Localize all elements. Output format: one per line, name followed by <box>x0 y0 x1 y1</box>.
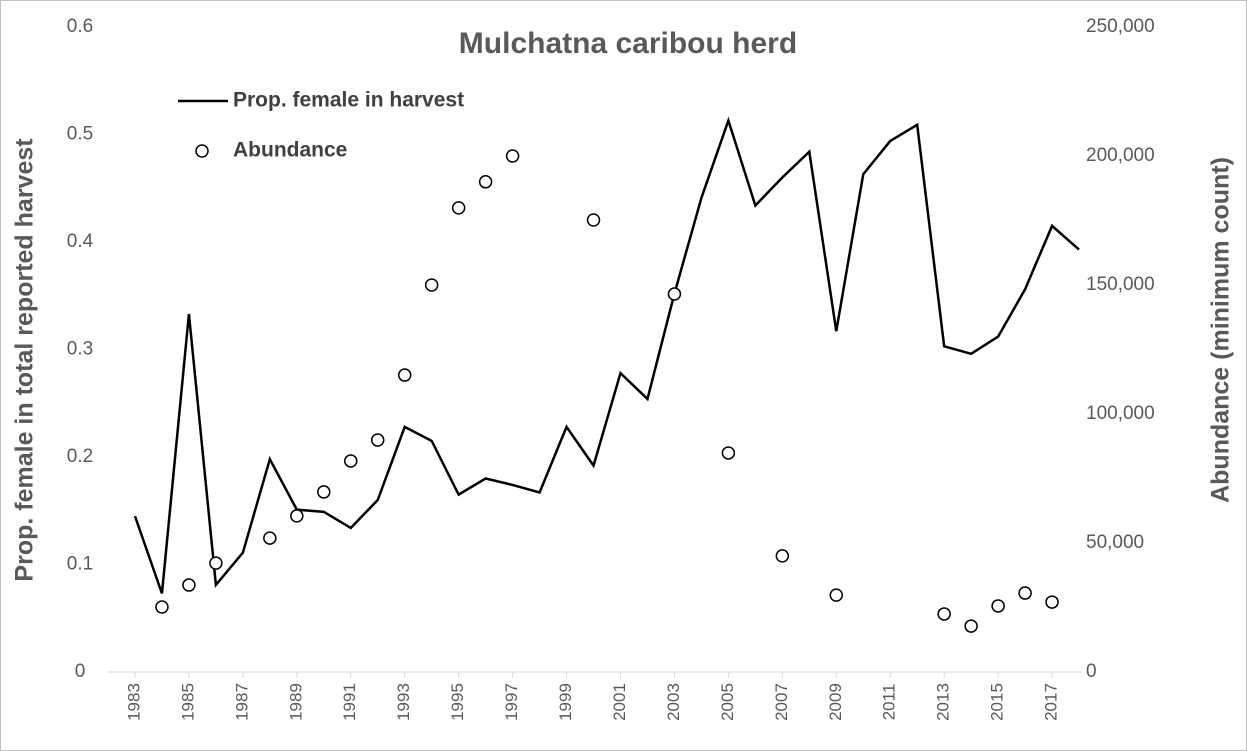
y2-tick-label: 200,000 <box>1086 145 1155 166</box>
x-tick-label: 1997 <box>502 683 521 721</box>
x-tick-label: 1983 <box>124 683 143 721</box>
data-point <box>667 287 682 301</box>
y2-axis-label: Abundance (minimum count) <box>1207 157 1235 503</box>
x-tick-label: 2005 <box>718 683 737 721</box>
x-tick-label: 2001 <box>610 683 629 721</box>
data-point <box>1018 586 1032 600</box>
data-point <box>1045 595 1059 609</box>
data-point <box>397 368 412 382</box>
legend-label: Prop. female in harvest <box>233 89 464 112</box>
legend-label: Abundance <box>233 139 347 162</box>
data-point <box>991 599 1005 613</box>
data-point <box>964 619 978 633</box>
data-point <box>505 149 520 163</box>
data-point <box>937 607 951 621</box>
x-tick-label: 2009 <box>826 683 845 721</box>
x-tick-label: 1991 <box>340 683 359 721</box>
data-point <box>451 201 466 215</box>
data-point <box>586 213 601 227</box>
y-tick-label: 0.1 <box>67 554 93 575</box>
data-point <box>263 531 277 545</box>
data-point <box>182 578 196 592</box>
y2-tick-label: 150,000 <box>1086 274 1155 295</box>
y-tick-label: 0 <box>75 661 86 682</box>
y2-tick-label: 100,000 <box>1086 403 1155 424</box>
y2-tick-label: 50,000 <box>1086 532 1144 553</box>
y2-tick-label: 0 <box>1086 661 1097 682</box>
data-point <box>370 433 385 447</box>
y2-tick-label: 250,000 <box>1086 16 1155 37</box>
y-tick-label: 0.5 <box>67 124 93 145</box>
y-tick-label: 0.4 <box>67 231 94 252</box>
legend-marker <box>195 144 209 158</box>
y-tick-label: 0.6 <box>67 16 93 37</box>
y-axis-label: Prop. female in total reported harvest <box>11 138 39 582</box>
data-point <box>424 278 439 292</box>
data-point <box>344 454 358 468</box>
data-line <box>133 116 1080 594</box>
data-point <box>775 549 790 563</box>
x-tick-label: 2017 <box>1042 683 1061 721</box>
data-point <box>317 485 331 499</box>
x-tick-label: 2007 <box>772 683 791 721</box>
y-tick-label: 0.2 <box>67 446 93 467</box>
x-tick-label: 1989 <box>286 683 305 721</box>
data-point <box>721 446 736 460</box>
x-tick-label: 1995 <box>448 683 467 721</box>
data-point <box>478 175 493 189</box>
x-tick-label: 1987 <box>232 683 251 721</box>
data-point <box>155 600 169 614</box>
x-tick-label: 1999 <box>556 683 575 721</box>
data-point <box>829 588 844 602</box>
x-tick-label: 2011 <box>880 684 899 721</box>
y-tick-label: 0.3 <box>67 339 93 360</box>
x-tick-label: 1985 <box>178 683 197 721</box>
x-tick-label: 2015 <box>988 683 1007 721</box>
x-tick-label: 1993 <box>394 683 413 721</box>
x-tick-label: 2003 <box>664 683 683 721</box>
data-point <box>290 509 304 523</box>
x-tick-label: 2013 <box>934 683 953 721</box>
data-point <box>209 556 223 570</box>
chart-title: Mulchatna caribou herd <box>459 27 797 60</box>
